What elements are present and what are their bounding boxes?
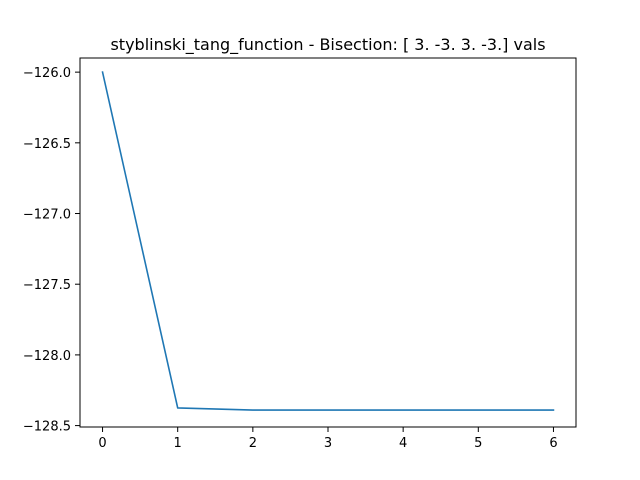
series-line-0 [101, 71, 555, 411]
y-tick-label: −127.5 [23, 278, 71, 293]
y-tick-label: −128.0 [23, 349, 71, 364]
x-axis: 0 1 2 3 4 5 6 [98, 427, 558, 451]
y-tick-label: −127.0 [23, 208, 71, 223]
x-tick-label: 4 [399, 436, 407, 451]
x-tick-label: 0 [98, 436, 106, 451]
y-tick-label: −126.0 [23, 66, 71, 81]
x-tick-label: 3 [324, 436, 332, 451]
x-tick-label: 2 [249, 436, 257, 451]
y-axis: −126.0 −126.5 −127.0 −127.5 −128.0 −128.5 [23, 66, 80, 435]
y-tick-label: −126.5 [23, 137, 71, 152]
x-tick-label: 1 [174, 436, 182, 451]
y-tick-label: −128.5 [23, 420, 71, 435]
chart-title: styblinski_tang_function - Bisection: [ … [110, 35, 545, 55]
x-tick-label: 6 [549, 436, 557, 451]
series-layer [101, 71, 555, 411]
x-tick-label: 5 [474, 436, 482, 451]
